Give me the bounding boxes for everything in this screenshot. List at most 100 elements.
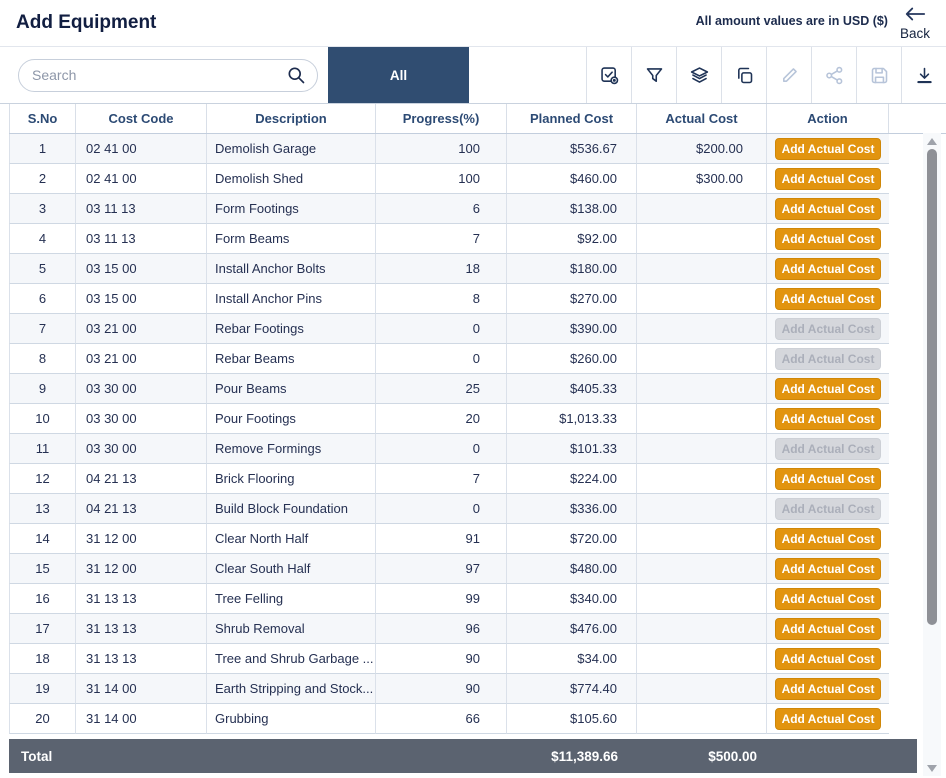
add-actual-cost-button[interactable]: Add Actual Cost [775,618,881,640]
action-cell: Add Actual Cost [767,704,889,734]
add-actual-cost-button[interactable]: Add Actual Cost [775,138,881,160]
add-actual-cost-button[interactable]: Add Actual Cost [775,378,881,400]
add-actual-cost-button: Add Actual Cost [775,348,881,370]
action-cell: Add Actual Cost [767,344,889,374]
description-cell: Clear North Half [207,524,376,554]
add-actual-cost-button[interactable]: Add Actual Cost [775,288,881,310]
planned-cost-cell: $720.00 [507,524,637,554]
cost-code-cell: 02 41 00 [76,164,207,194]
progress-cell: 8 [376,284,507,314]
save-icon [856,47,901,103]
sno-cell: 20 [9,704,76,734]
add-actual-cost-button[interactable]: Add Actual Cost [775,678,881,700]
scrollbar-down-arrow-icon[interactable] [927,765,937,772]
scrollbar-thumb[interactable] [927,149,937,625]
progress-cell: 18 [376,254,507,284]
sno-cell: 8 [9,344,76,374]
cost-code-cell: 04 21 13 [76,464,207,494]
sno-cell: 9 [9,374,76,404]
title-bar: Add Equipment All amount values are in U… [0,0,946,47]
total-planned-cost: $11,389.66 [507,749,637,764]
add-actual-cost-button[interactable]: Add Actual Cost [775,528,881,550]
vertical-scrollbar[interactable] [923,133,941,776]
filter-icon[interactable] [631,47,676,103]
actual-cost-cell [637,614,767,644]
progress-cell: 97 [376,554,507,584]
actual-cost-cell [637,644,767,674]
row-filler [889,524,917,554]
copy-icon[interactable] [721,47,766,103]
add-actual-cost-button[interactable]: Add Actual Cost [775,408,881,430]
row-filler [889,224,917,254]
row-filler [889,494,917,524]
progress-cell: 91 [376,524,507,554]
actual-cost-cell [637,314,767,344]
actual-cost-cell [637,464,767,494]
add-actual-cost-button[interactable]: Add Actual Cost [775,708,881,730]
table-row: 403 11 13Form Beams7$92.00Add Actual Cos… [9,224,946,254]
row-filler [889,464,917,494]
add-actual-cost-button[interactable]: Add Actual Cost [775,228,881,250]
table-row: 1731 13 13Shrub Removal96$476.00Add Actu… [9,614,946,644]
action-cell: Add Actual Cost [767,224,889,254]
row-filler [889,434,917,464]
description-cell: Demolish Shed [207,164,376,194]
actual-cost-cell [637,374,767,404]
add-actual-cost-button[interactable]: Add Actual Cost [775,198,881,220]
add-actual-cost-button[interactable]: Add Actual Cost [775,648,881,670]
share-icon [811,47,856,103]
add-actual-cost-button[interactable]: Add Actual Cost [775,168,881,190]
download-icon[interactable] [901,47,946,103]
cost-code-cell: 31 14 00 [76,674,207,704]
row-filler [889,374,917,404]
back-button[interactable]: Back [900,6,930,42]
action-cell: Add Actual Cost [767,134,889,164]
row-filler [889,254,917,284]
toolbar: All [0,47,946,104]
search-input[interactable] [18,59,318,92]
tab-all[interactable]: All [328,47,469,103]
planned-cost-cell: $336.00 [507,494,637,524]
total-actual-cost: $500.00 [637,749,767,764]
description-cell: Tree and Shrub Garbage ... [207,644,376,674]
actual-cost-cell [637,584,767,614]
planned-cost-cell: $260.00 [507,344,637,374]
cost-code-cell: 03 15 00 [76,284,207,314]
add-actual-cost-button[interactable]: Add Actual Cost [775,558,881,580]
select-check-icon[interactable] [586,47,631,103]
row-filler [889,404,917,434]
cost-code-cell: 02 41 00 [76,134,207,164]
add-actual-cost-button[interactable]: Add Actual Cost [775,468,881,490]
action-cell: Add Actual Cost [767,374,889,404]
add-actual-cost-button[interactable]: Add Actual Cost [775,588,881,610]
action-cell: Add Actual Cost [767,254,889,284]
actual-cost-cell: $300.00 [637,164,767,194]
actual-cost-cell [637,524,767,554]
table-row: 1631 13 13Tree Felling99$340.00Add Actua… [9,584,946,614]
cost-code-cell: 03 11 13 [76,224,207,254]
description-cell: Grubbing [207,704,376,734]
progress-cell: 20 [376,404,507,434]
sno-cell: 1 [9,134,76,164]
add-actual-cost-button: Add Actual Cost [775,498,881,520]
page-title: Add Equipment [16,12,156,34]
planned-cost-cell: $138.00 [507,194,637,224]
toolbar-spacer [469,47,586,103]
scrollbar-up-arrow-icon[interactable] [927,138,937,145]
row-filler [889,314,917,344]
add-actual-cost-button: Add Actual Cost [775,318,881,340]
planned-cost-cell: $480.00 [507,554,637,584]
table-row: 1304 21 13Build Block Foundation0$336.00… [9,494,946,524]
cost-code-cell: 03 30 00 [76,404,207,434]
action-cell: Add Actual Cost [767,434,889,464]
description-cell: Pour Beams [207,374,376,404]
actual-cost-cell [637,284,767,314]
actual-cost-cell [637,254,767,284]
add-actual-cost-button[interactable]: Add Actual Cost [775,258,881,280]
actual-cost-cell [637,404,767,434]
scrollbar-track[interactable] [923,145,941,765]
layers-icon[interactable] [676,47,721,103]
search-icon [286,65,306,85]
table-row: 703 21 00Rebar Footings0$390.00Add Actua… [9,314,946,344]
table-row: 1431 12 00Clear North Half91$720.00Add A… [9,524,946,554]
